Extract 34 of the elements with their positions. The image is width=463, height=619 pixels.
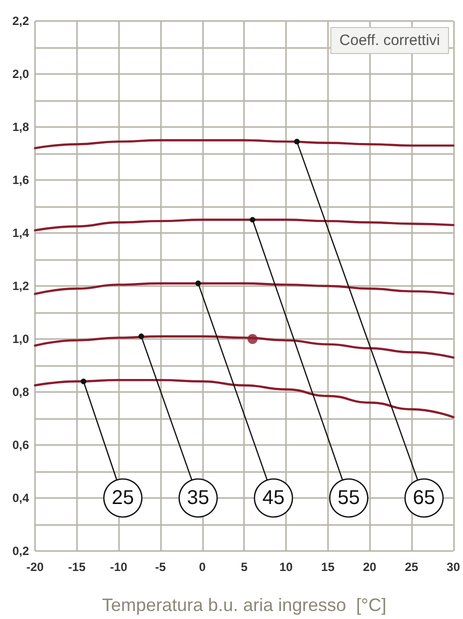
x-tick-label: 25: [404, 560, 418, 574]
y-tick-label: 1,6: [12, 173, 30, 187]
y-tick-label: 0,8: [12, 385, 30, 399]
x-tick-label: -5: [155, 560, 166, 574]
y-tick-label: 0,2: [12, 544, 30, 558]
x-tick-label: -15: [68, 560, 86, 574]
x-tick-label: 30: [446, 560, 460, 574]
y-tick-label: 1,2: [12, 279, 30, 293]
x-tick-label: 15: [321, 560, 335, 574]
annotation: 35: [187, 487, 210, 509]
y-tick-label: 2,0: [12, 67, 30, 81]
x-tick-label: -10: [110, 560, 128, 574]
line-series: [34, 139, 454, 150]
line-series: [34, 378, 454, 418]
y-tick-label: 1,8: [12, 120, 30, 134]
x-tick-label: 5: [240, 560, 248, 574]
annotation: 55: [338, 487, 360, 509]
y-tick-label: 1,0: [12, 332, 30, 346]
x-tick-label: 10: [279, 560, 293, 574]
annotation: 25: [112, 487, 134, 509]
y-tick-label: 0,6: [12, 438, 30, 452]
y-tick-label: 2,2: [12, 14, 30, 28]
annotation: 45: [262, 487, 285, 509]
x-tick-label: 20: [362, 560, 377, 574]
y-tick-label: 1,4: [12, 226, 30, 240]
x-tick-label: 0: [198, 560, 206, 574]
x-axis-title: Temperatura b.u. aria ingresso [°C]: [102, 595, 386, 615]
line-series: [34, 218, 454, 232]
line-series: [34, 282, 454, 296]
x-tick-label: -20: [26, 560, 44, 574]
annotation: 65: [412, 487, 436, 509]
y-tick-label: 0,4: [12, 491, 30, 505]
line-series: [34, 335, 454, 359]
y-axis-title: Coeff. correttivi: [339, 32, 440, 49]
